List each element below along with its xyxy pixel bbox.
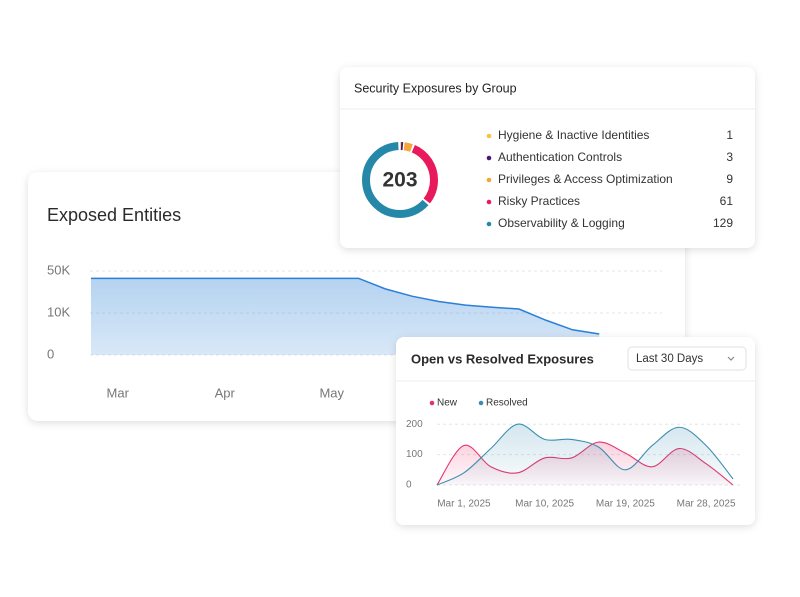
period-dropdown[interactable]: Last 30 Days [627, 346, 747, 371]
y-tick-label: 0 [406, 480, 412, 491]
legend-dot [478, 400, 484, 406]
series-line [436, 423, 734, 486]
legend-dot [429, 400, 435, 406]
chart-title: Security Exposures by Group [354, 81, 517, 95]
donut-segment [362, 142, 438, 218]
series-area [437, 424, 733, 485]
chart-title: Exposed Entities [47, 205, 181, 225]
legend-value: 9 [726, 172, 733, 186]
y-tick-label: 100 [406, 449, 423, 460]
legend-value: 1 [726, 128, 733, 142]
dropdown-chevron[interactable] [727, 356, 735, 361]
legend-label: Observability & Logging [498, 216, 625, 230]
legend-value: 129 [713, 216, 733, 230]
y-tick-label: 10K [47, 304, 70, 319]
legend-dot [486, 199, 492, 205]
security-exposures-card: Security Exposures by Group 203 Hygiene … [340, 67, 755, 248]
x-tick-label: Apr [215, 385, 236, 400]
donut-segment [362, 142, 438, 218]
x-tick-label: Mar [107, 385, 130, 400]
legend-dot [486, 133, 492, 139]
legend-dot [486, 155, 492, 161]
x-tick-label: Mar 19, 2025 [596, 499, 655, 510]
legend-dot [486, 177, 492, 183]
y-tick-label: 0 [47, 346, 54, 361]
legend-label: Authentication Controls [498, 150, 622, 164]
card-background [340, 67, 755, 248]
donut-segment [362, 142, 438, 218]
x-tick-label: Mar 1, 2025 [437, 499, 491, 510]
y-tick-label: 200 [406, 419, 423, 430]
legend-dot [486, 221, 492, 227]
legend-label: Resolved [486, 398, 528, 409]
area-fill [91, 278, 600, 355]
x-tick-label: Mar 28, 2025 [677, 499, 736, 510]
chart-title: Open vs Resolved Exposures [411, 351, 594, 366]
dropdown-label[interactable]: Last 30 Days [636, 353, 703, 365]
area-line [91, 277, 600, 335]
x-tick-label: Mar 10, 2025 [515, 499, 574, 510]
legend-value: 3 [726, 150, 733, 164]
x-tick-label: May [319, 385, 344, 400]
dropdown-box[interactable] [627, 346, 747, 371]
legend-value: 61 [720, 194, 734, 208]
open-vs-resolved-card: Open vs Resolved Exposures Last 30 Days … [396, 337, 755, 525]
legend-label: Risky Practices [498, 194, 580, 208]
donut-total: 203 [382, 169, 417, 192]
legend-label: New [437, 398, 458, 409]
legend-label: Privileges & Access Optimization [498, 172, 673, 186]
y-tick-label: 50K [47, 262, 70, 277]
legend-label: Hygiene & Inactive Identities [498, 128, 649, 142]
